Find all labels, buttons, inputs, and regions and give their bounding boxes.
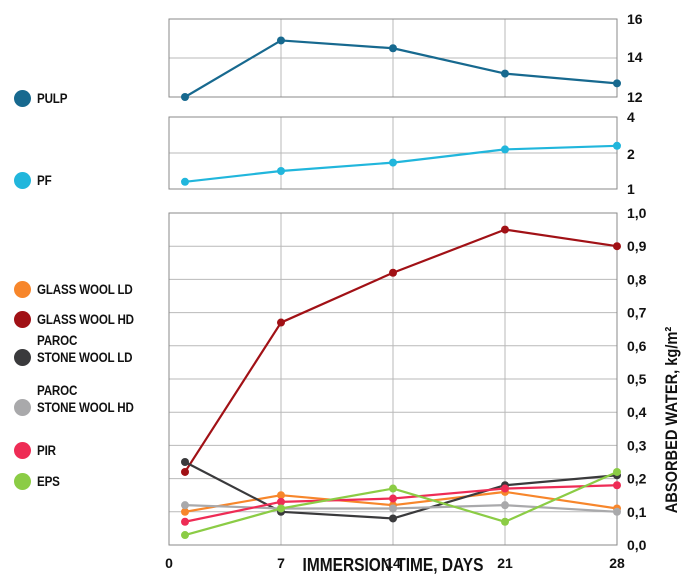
- y-tick-label: 0,6: [627, 338, 647, 354]
- panel-frame: [168, 212, 618, 546]
- y-tick-label: 0,0: [627, 537, 647, 553]
- x-axis-title: IMMERSION TIME, DAYS: [302, 555, 484, 575]
- y-tick-label: 0,5: [627, 371, 647, 387]
- y-tick-label: 0,7: [627, 305, 647, 321]
- series-line-glass-wool-hd: [184, 228, 618, 473]
- data-point: [501, 145, 509, 154]
- data-point: [501, 501, 509, 510]
- data-point: [613, 481, 621, 490]
- data-point: [501, 484, 509, 493]
- x-tick-label: 0: [165, 555, 173, 571]
- y-tick-label: 1,0: [627, 205, 647, 221]
- panel-frame: [168, 116, 618, 190]
- y-tick-label: 0,9: [627, 238, 647, 254]
- y-tick-label: 0,3: [627, 437, 647, 453]
- data-point: [613, 141, 621, 150]
- data-point: [277, 167, 285, 175]
- chart-panel-3: 0,0 0,1 0,2 0,3 0,4 0,5 0,6 0,7 0,8 0,9 1,0: [168, 205, 647, 553]
- y-axis-title: ABSORBED WATER, kg/m²: [662, 326, 681, 514]
- data-point: [389, 44, 397, 53]
- y-tick-label: 1: [627, 181, 635, 197]
- data-point: [277, 504, 285, 513]
- data-point: [181, 507, 189, 516]
- series-line-pulp: [184, 39, 618, 98]
- data-point: [613, 242, 621, 251]
- data-point: [181, 531, 189, 540]
- data-point: [181, 177, 189, 186]
- data-point: [389, 514, 397, 523]
- chart-panel-1: 12 14 16: [168, 11, 643, 105]
- x-tick-label: 7: [277, 555, 285, 571]
- y-tick-label: 0,2: [627, 471, 647, 487]
- data-point: [389, 268, 397, 277]
- y-tick-label: 14: [627, 49, 643, 65]
- y-tick-label: 0,4: [627, 404, 647, 420]
- y-tick-label: 0,1: [627, 504, 647, 520]
- data-point: [501, 225, 509, 234]
- data-point: [277, 318, 285, 327]
- data-point: [181, 93, 189, 101]
- y-tick-label: 16: [627, 11, 643, 27]
- data-point: [389, 494, 397, 503]
- y-tick-label: 0,8: [627, 271, 647, 287]
- data-point: [389, 484, 397, 493]
- data-point: [181, 467, 189, 476]
- x-tick-label: 21: [497, 555, 513, 571]
- chart-panel-2: 1 2 4: [168, 109, 635, 197]
- data-point: [389, 158, 397, 167]
- data-point: [181, 501, 189, 510]
- data-point: [181, 458, 189, 466]
- data-point: [613, 507, 621, 516]
- data-point: [389, 504, 397, 513]
- data-point: [613, 79, 621, 88]
- data-point: [277, 36, 285, 45]
- data-point: [501, 517, 509, 526]
- x-tick-label: 14: [385, 555, 401, 571]
- y-tick-label: 12: [627, 89, 643, 105]
- data-point: [613, 467, 621, 476]
- y-tick-label: 2: [627, 146, 635, 162]
- data-point: [277, 497, 285, 506]
- data-point: [181, 517, 189, 526]
- x-tick-label: 28: [609, 555, 625, 571]
- panel-frame: [168, 18, 618, 98]
- series-line-pf: [184, 144, 618, 183]
- data-point: [501, 69, 509, 78]
- y-tick-label: 4: [627, 109, 635, 125]
- data-point: [277, 491, 285, 500]
